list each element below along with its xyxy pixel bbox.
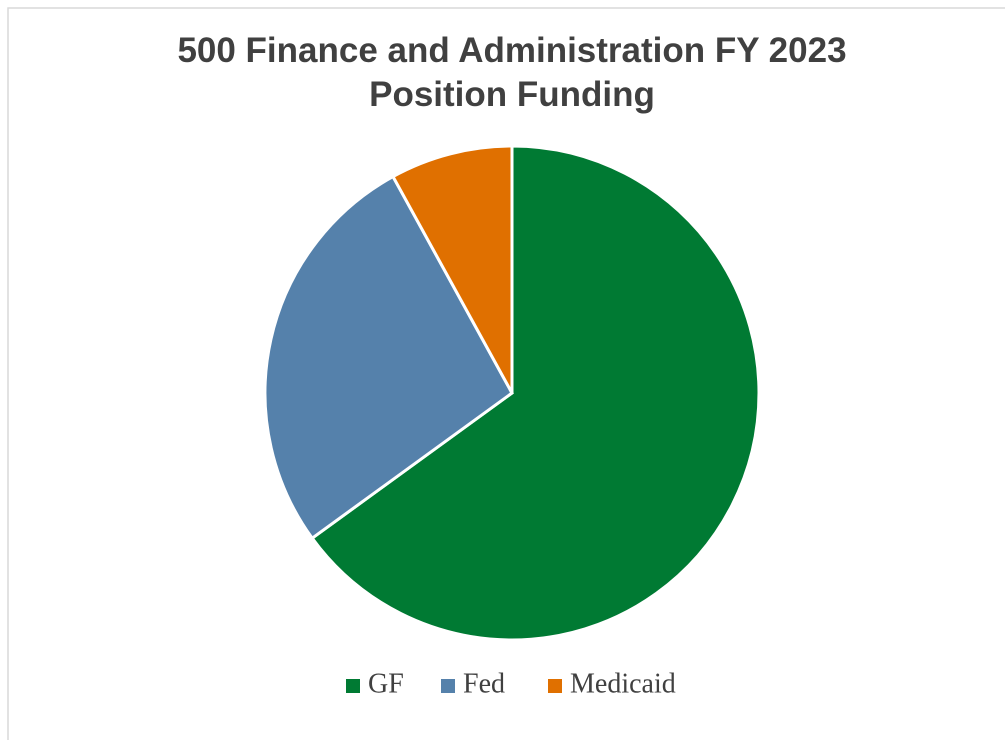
legend-swatch — [441, 679, 455, 693]
legend-label: GF — [368, 668, 404, 699]
legend-label: Fed — [463, 668, 505, 699]
legend-label: Medicaid — [570, 668, 676, 699]
pie-slice — [263, 174, 514, 541]
pie-slice — [390, 144, 514, 394]
pie-slice — [310, 144, 761, 642]
legend-swatch — [346, 679, 360, 693]
chart-title: Position Funding — [369, 75, 655, 114]
chart-title: 500 Finance and Administration FY 2023 — [177, 31, 846, 70]
legend-swatch — [548, 679, 562, 693]
